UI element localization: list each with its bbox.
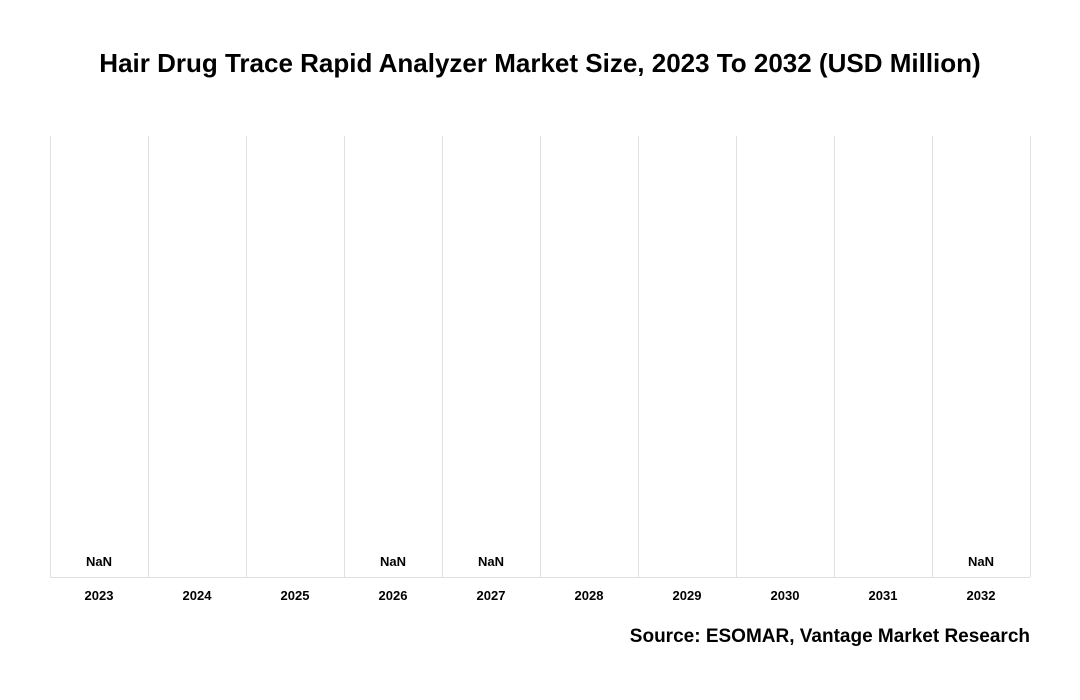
gridline	[148, 136, 149, 577]
gridline	[932, 136, 933, 577]
gridline	[540, 136, 541, 577]
x-tick-label: 2031	[869, 588, 898, 603]
plot-area	[50, 136, 1030, 578]
gridline	[344, 136, 345, 577]
x-tick-label: 2029	[673, 588, 702, 603]
x-tick-label: 2027	[477, 588, 506, 603]
x-tick-label: 2028	[575, 588, 604, 603]
value-label: NaN	[968, 554, 994, 569]
gridline	[834, 136, 835, 577]
value-labels-row: NaN NaN NaN NaN	[50, 554, 1030, 570]
gridline	[246, 136, 247, 577]
x-tick-label: 2030	[771, 588, 800, 603]
gridline	[442, 136, 443, 577]
x-tick-label: 2032	[967, 588, 996, 603]
value-label: NaN	[86, 554, 112, 569]
x-tick-label: 2023	[85, 588, 114, 603]
x-tick-label: 2025	[281, 588, 310, 603]
x-axis: 2023 2024 2025 2026 2027 2028 2029 2030 2031 2032	[50, 588, 1030, 604]
x-tick-label: 2026	[379, 588, 408, 603]
gridline	[638, 136, 639, 577]
gridline	[736, 136, 737, 577]
value-label: NaN	[380, 554, 406, 569]
value-label: NaN	[478, 554, 504, 569]
chart-title: Hair Drug Trace Rapid Analyzer Market Si…	[50, 48, 1030, 79]
source-attribution: Source: ESOMAR, Vantage Market Research	[630, 626, 1030, 648]
chart-container: Hair Drug Trace Rapid Analyzer Market Si…	[50, 48, 1030, 79]
gridline	[1030, 136, 1031, 577]
gridline	[50, 136, 51, 577]
x-tick-label: 2024	[183, 588, 212, 603]
